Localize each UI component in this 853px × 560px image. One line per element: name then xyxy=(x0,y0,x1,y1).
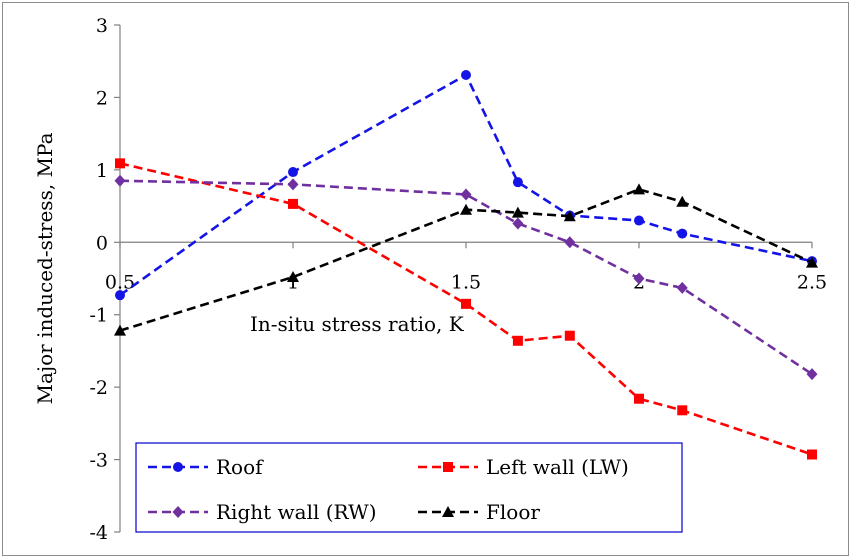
data-point xyxy=(460,188,472,201)
data-point xyxy=(563,210,576,222)
data-point xyxy=(676,195,689,207)
data-point xyxy=(676,281,688,294)
data-point xyxy=(633,272,645,285)
legend: Roof Left wall (LW) Right wall (RW) Floor xyxy=(135,442,683,533)
series-line xyxy=(119,179,813,376)
x-tick-label: 2.5 xyxy=(797,271,827,293)
y-tick-label: 0 xyxy=(96,232,108,254)
y-tick-label: 2 xyxy=(96,87,108,109)
y-tick-label: 1 xyxy=(96,160,108,182)
legend-swatch-marker xyxy=(172,506,184,518)
x-tick-label: 0.5 xyxy=(105,271,135,293)
legend-label: Floor xyxy=(486,500,540,524)
y-tick-label: -4 xyxy=(89,522,108,544)
series-line xyxy=(119,73,813,297)
legend-item: Right wall (RW) xyxy=(148,500,377,524)
x-ticks: 0.511.522.5 xyxy=(105,242,827,293)
data-point xyxy=(564,330,575,341)
data-point xyxy=(512,177,523,188)
y-tick-label: -1 xyxy=(89,305,108,327)
legend-label: Roof xyxy=(216,455,264,479)
y-tick-label: -3 xyxy=(89,450,108,472)
data-point xyxy=(806,368,818,381)
data-point xyxy=(115,290,125,301)
data-point xyxy=(461,298,471,309)
y-tick-label: 3 xyxy=(96,15,108,37)
data-point xyxy=(114,174,126,187)
data-point xyxy=(287,178,299,191)
x-axis-title: In-situ stress ratio, K xyxy=(250,312,465,336)
data-point xyxy=(807,449,817,460)
data-point xyxy=(287,271,299,283)
data-point xyxy=(633,183,645,195)
data-point xyxy=(512,217,524,230)
data-point xyxy=(806,256,818,268)
data-point xyxy=(677,405,688,416)
data-point xyxy=(115,158,125,169)
series-right-wall-rw xyxy=(114,174,818,381)
legend-item: Roof xyxy=(148,455,264,479)
data-point xyxy=(512,335,523,346)
data-point xyxy=(634,215,644,226)
data-point xyxy=(460,203,472,215)
data-point xyxy=(511,206,524,218)
legend-item: Floor xyxy=(418,500,540,524)
series-left-wall-lw xyxy=(115,158,817,460)
y-tick-label: -2 xyxy=(89,377,108,399)
series-line xyxy=(119,162,813,456)
series-floor xyxy=(114,183,818,336)
legend-item: Left wall (LW) xyxy=(418,455,629,479)
series-roof xyxy=(115,69,817,301)
data-point xyxy=(461,69,471,80)
legend-label: Right wall (RW) xyxy=(216,500,377,524)
y-axis-title: Major induced-stress, MPa xyxy=(33,132,57,404)
y-ticks: 3 2 1 0 -1 -2 -3 -4 xyxy=(89,15,120,544)
data-point xyxy=(677,228,688,239)
legend-box xyxy=(135,442,683,533)
data-point xyxy=(288,167,298,178)
series-layer xyxy=(114,69,818,460)
data-point xyxy=(634,393,644,404)
legend-swatch-marker xyxy=(173,462,183,472)
data-point xyxy=(288,198,298,209)
legend-swatch-marker xyxy=(443,462,453,472)
x-tick-label: 1.5 xyxy=(451,271,481,293)
legend-swatch-marker xyxy=(442,506,454,517)
data-point xyxy=(564,236,576,249)
data-point xyxy=(114,324,126,336)
legend-label: Left wall (LW) xyxy=(486,455,629,479)
series-line xyxy=(119,188,813,332)
